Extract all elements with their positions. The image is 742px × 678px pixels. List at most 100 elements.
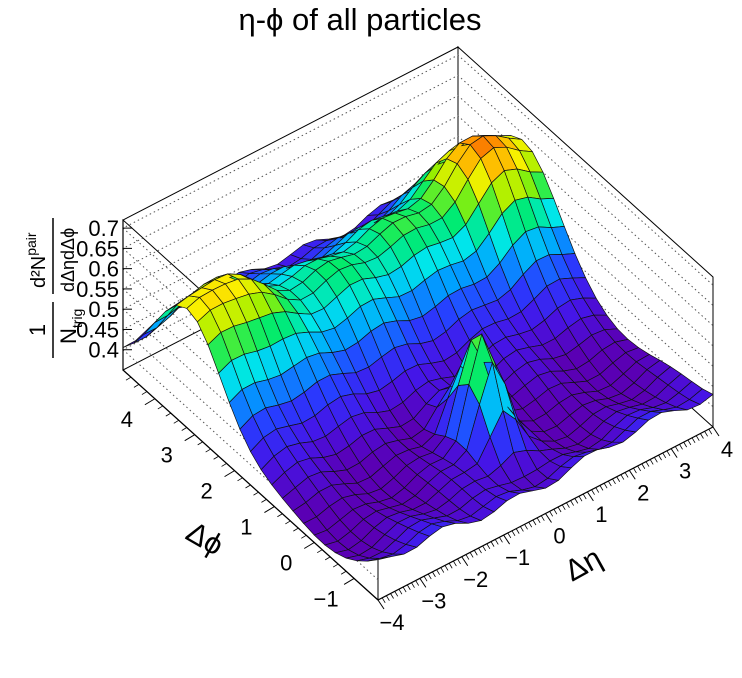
z-label-detadphi: dΔηdΔϕ <box>58 228 78 292</box>
x-minor-tick <box>687 439 692 446</box>
x-minor-tick <box>582 493 587 500</box>
x-major-tick <box>712 426 720 437</box>
x-minor-tick <box>674 446 679 452</box>
x-major-tick <box>628 469 636 480</box>
x-minor-tick <box>453 560 457 567</box>
x-minor-tick <box>444 565 449 571</box>
x-major-tick <box>461 556 469 567</box>
y-tick-label: 2 <box>200 479 212 504</box>
y-minor-tick <box>317 549 323 554</box>
y-minor-tick <box>181 427 187 431</box>
x-minor-tick <box>620 474 625 480</box>
x-major-tick <box>503 534 511 545</box>
x-minor-tick <box>624 472 629 478</box>
x-minor-tick <box>658 454 662 461</box>
x-minor-tick <box>494 539 499 545</box>
x-minor-tick <box>691 437 696 444</box>
surface-cell <box>143 314 169 335</box>
x-minor-tick <box>591 489 595 495</box>
x-minor-tick <box>532 519 537 526</box>
z-axis: 0.40.450.50.550.60.650.7 <box>76 216 132 370</box>
y-minor-tick <box>245 484 251 489</box>
x-minor-tick <box>566 502 570 508</box>
x-minor-tick <box>490 541 495 547</box>
z-tick-label: 0.6 <box>88 257 119 282</box>
x-minor-tick <box>411 582 415 588</box>
x-tick-label: 2 <box>637 480 649 505</box>
y-minor-tick <box>285 520 291 525</box>
x-minor-tick <box>649 459 654 465</box>
y-minor-tick <box>197 441 203 446</box>
x-minor-tick <box>599 485 604 491</box>
x-minor-tick <box>427 573 432 580</box>
x-minor-tick <box>515 528 520 534</box>
x-minor-tick <box>394 591 399 597</box>
x-minor-tick <box>641 463 646 469</box>
x-minor-tick <box>528 521 533 528</box>
x-minor-tick <box>549 511 554 517</box>
y-major-tick <box>184 434 195 442</box>
x-minor-tick <box>440 567 445 573</box>
x-minor-tick <box>700 433 704 439</box>
y-tick-label: 4 <box>121 407 133 432</box>
x-tick-label: 3 <box>679 459 691 484</box>
x-minor-tick <box>507 532 512 539</box>
x-minor-tick <box>633 467 637 474</box>
y-tick-label: −1 <box>314 586 339 611</box>
x-axis-label: Δη <box>559 541 607 588</box>
x-minor-tick <box>536 517 541 524</box>
y-minor-tick <box>301 534 307 539</box>
y-minor-tick <box>221 463 227 467</box>
x-major-tick <box>419 578 427 588</box>
x-minor-tick <box>574 498 579 504</box>
x-tick-label: 0 <box>553 524 565 549</box>
x-minor-tick <box>386 595 390 601</box>
x-axis: −4 −3 −2 −1 0 1 2 3 4 <box>377 426 733 635</box>
y-minor-tick <box>324 556 331 561</box>
y-tick-label: 3 <box>161 443 173 468</box>
x-minor-tick <box>645 461 650 467</box>
x-minor-tick <box>511 530 516 537</box>
y-major-tick <box>144 398 156 406</box>
x-minor-tick <box>390 593 394 599</box>
z-axis-label: 1 Ntrig d²Npair dΔηdΔϕ <box>23 218 85 358</box>
y-minor-tick <box>213 455 219 460</box>
x-minor-tick <box>540 515 545 521</box>
y-minor-tick <box>157 405 164 410</box>
z-label-one: 1 <box>25 324 50 336</box>
x-minor-tick <box>679 444 683 450</box>
y-minor-tick <box>293 527 299 532</box>
x-minor-tick <box>473 550 478 556</box>
x-tick-label: 1 <box>595 502 607 527</box>
y-minor-tick <box>261 499 267 503</box>
x-minor-tick <box>683 441 688 448</box>
x-minor-tick <box>704 431 708 437</box>
z-tick-label: 0.45 <box>76 317 119 342</box>
z-tick-label: 0.7 <box>88 216 119 241</box>
y-minor-tick <box>340 570 347 575</box>
x-tick-label: −4 <box>379 610 404 635</box>
x-minor-tick <box>612 478 616 485</box>
x-tick-label: −3 <box>421 588 446 613</box>
x-minor-tick <box>637 465 641 472</box>
x-tick-label: −1 <box>505 545 530 570</box>
x-minor-tick <box>499 537 503 543</box>
z-tick-label: 0.5 <box>88 297 119 322</box>
x-tick-label: −2 <box>463 567 488 592</box>
x-major-tick <box>545 513 552 523</box>
x-minor-tick <box>616 476 621 482</box>
x-minor-tick <box>482 545 487 552</box>
y-minor-tick <box>205 448 211 453</box>
y-minor-tick <box>173 419 179 424</box>
y-minor-tick <box>165 412 172 417</box>
x-minor-tick <box>578 495 583 502</box>
chart-title: η-ϕ of all particles <box>238 2 481 37</box>
x-minor-tick <box>469 552 474 558</box>
y-axis-label: Δϕ <box>181 515 229 562</box>
y-minor-tick <box>125 376 132 381</box>
y-major-tick <box>224 470 235 478</box>
x-major-tick <box>670 448 678 458</box>
x-minor-tick <box>607 480 612 487</box>
y-minor-tick <box>277 513 283 518</box>
